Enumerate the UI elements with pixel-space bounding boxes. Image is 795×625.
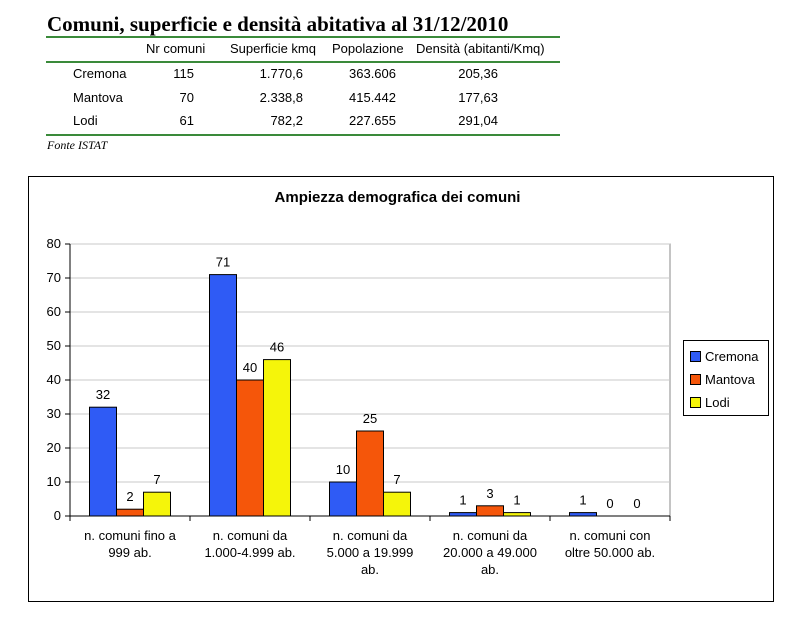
category-label: n. comuni da <box>213 528 288 543</box>
bar-mantova <box>356 430 384 517</box>
data-label: 10 <box>336 462 350 477</box>
bar-mantova <box>236 379 264 517</box>
bar-cremona <box>89 406 117 517</box>
bar-lodi <box>503 512 531 517</box>
header-superficie: Superficie kmq <box>230 41 316 56</box>
table-header-rule <box>46 61 560 63</box>
table-title: Comuni, superficie e densità abitativa a… <box>47 12 509 36</box>
legend-item-lodi: Lodi <box>690 393 730 411</box>
row-cremona-comuni: 115 <box>173 66 194 81</box>
data-label: 7 <box>393 472 400 487</box>
y-tick-label: 10 <box>47 474 61 489</box>
row-mantova-popolazione: 415.442 <box>349 90 396 105</box>
data-label: 40 <box>243 360 257 375</box>
bar-lodi <box>383 491 411 517</box>
data-label: 3 <box>486 486 493 501</box>
y-tick-label: 20 <box>47 440 61 455</box>
category-label: n. comuni con <box>570 528 651 543</box>
row-cremona-superficie: 1.770,6 <box>259 66 303 81</box>
data-label: 0 <box>606 496 613 511</box>
y-tick-label: 30 <box>47 406 61 421</box>
y-tick-label: 40 <box>47 372 61 387</box>
data-label: 1 <box>513 493 520 508</box>
row-cremona-densita: 205,36 <box>458 66 498 81</box>
data-label: 1 <box>579 493 586 508</box>
header-densita: Densità (abitanti/Kmq) <box>416 41 545 56</box>
category-label: oltre 50.000 ab. <box>565 545 655 560</box>
category-label: ab. <box>481 562 499 577</box>
y-tick-label: 50 <box>47 338 61 353</box>
bar-cremona <box>329 481 357 517</box>
category-label: ab. <box>361 562 379 577</box>
y-tick-label: 0 <box>54 508 61 523</box>
bar-mantova <box>476 505 504 517</box>
data-label: 71 <box>216 255 230 270</box>
bar-lodi <box>263 359 291 517</box>
data-label: 1 <box>459 493 466 508</box>
category-label: 20.000 a 49.000 <box>443 545 537 560</box>
legend-item-cremona: Cremona <box>690 347 758 365</box>
bar-lodi <box>143 491 171 517</box>
legend-swatch-mantova <box>690 373 701 385</box>
bar-cremona <box>449 512 477 517</box>
row-lodi-popolazione: 227.655 <box>349 113 396 128</box>
row-lodi-comuni: 61 <box>179 113 194 128</box>
data-label: 25 <box>363 411 377 426</box>
source-note: Fonte ISTAT <box>47 138 108 152</box>
bar-cremona <box>569 512 597 517</box>
data-label: 46 <box>270 340 284 355</box>
row-cremona-name: Cremona <box>73 66 127 81</box>
data-label: 0 <box>633 496 640 511</box>
data-label: 2 <box>126 489 133 504</box>
row-cremona-popolazione: 363.606 <box>349 66 396 81</box>
row-lodi-superficie: 782,2 <box>270 113 303 128</box>
category-label: 999 ab. <box>108 545 151 560</box>
row-mantova-name: Mantova <box>73 90 123 105</box>
category-label: n. comuni da <box>333 528 408 543</box>
legend-label-cremona: Cremona <box>705 348 759 364</box>
y-tick-label: 80 <box>47 236 61 251</box>
category-label: n. comuni da <box>453 528 528 543</box>
row-mantova-superficie: 2.338,8 <box>259 90 303 105</box>
category-label: 1.000-4.999 ab. <box>204 545 295 560</box>
row-mantova-densita: 177,63 <box>458 90 498 105</box>
row-lodi-name: Lodi <box>73 113 98 128</box>
category-label: 5.000 a 19.999 <box>327 545 414 560</box>
chart-title: Ampiezza demografica dei comuni <box>274 189 521 206</box>
table-bottom-rule <box>46 134 560 136</box>
category-label: n. comuni fino a <box>84 528 177 543</box>
bar-cremona <box>209 274 237 517</box>
data-label: 32 <box>96 387 110 402</box>
header-popolazione: Popolazione <box>332 41 404 56</box>
data-label: 7 <box>153 472 160 487</box>
bar-mantova <box>116 508 144 517</box>
row-lodi-densita: 291,04 <box>458 113 498 128</box>
legend-swatch-lodi <box>690 396 701 408</box>
legend-swatch-cremona <box>690 350 701 362</box>
chart-legend: Cremona Mantova Lodi <box>683 340 769 416</box>
table-top-rule <box>46 36 560 38</box>
row-mantova-comuni: 70 <box>179 90 194 105</box>
legend-label-lodi: Lodi <box>705 394 730 410</box>
y-tick-label: 70 <box>47 270 61 285</box>
y-tick-label: 60 <box>47 304 61 319</box>
legend-label-mantova: Mantova <box>705 371 755 387</box>
header-nr-comuni: Nr comuni <box>146 41 206 56</box>
legend-item-mantova: Mantova <box>690 370 755 388</box>
